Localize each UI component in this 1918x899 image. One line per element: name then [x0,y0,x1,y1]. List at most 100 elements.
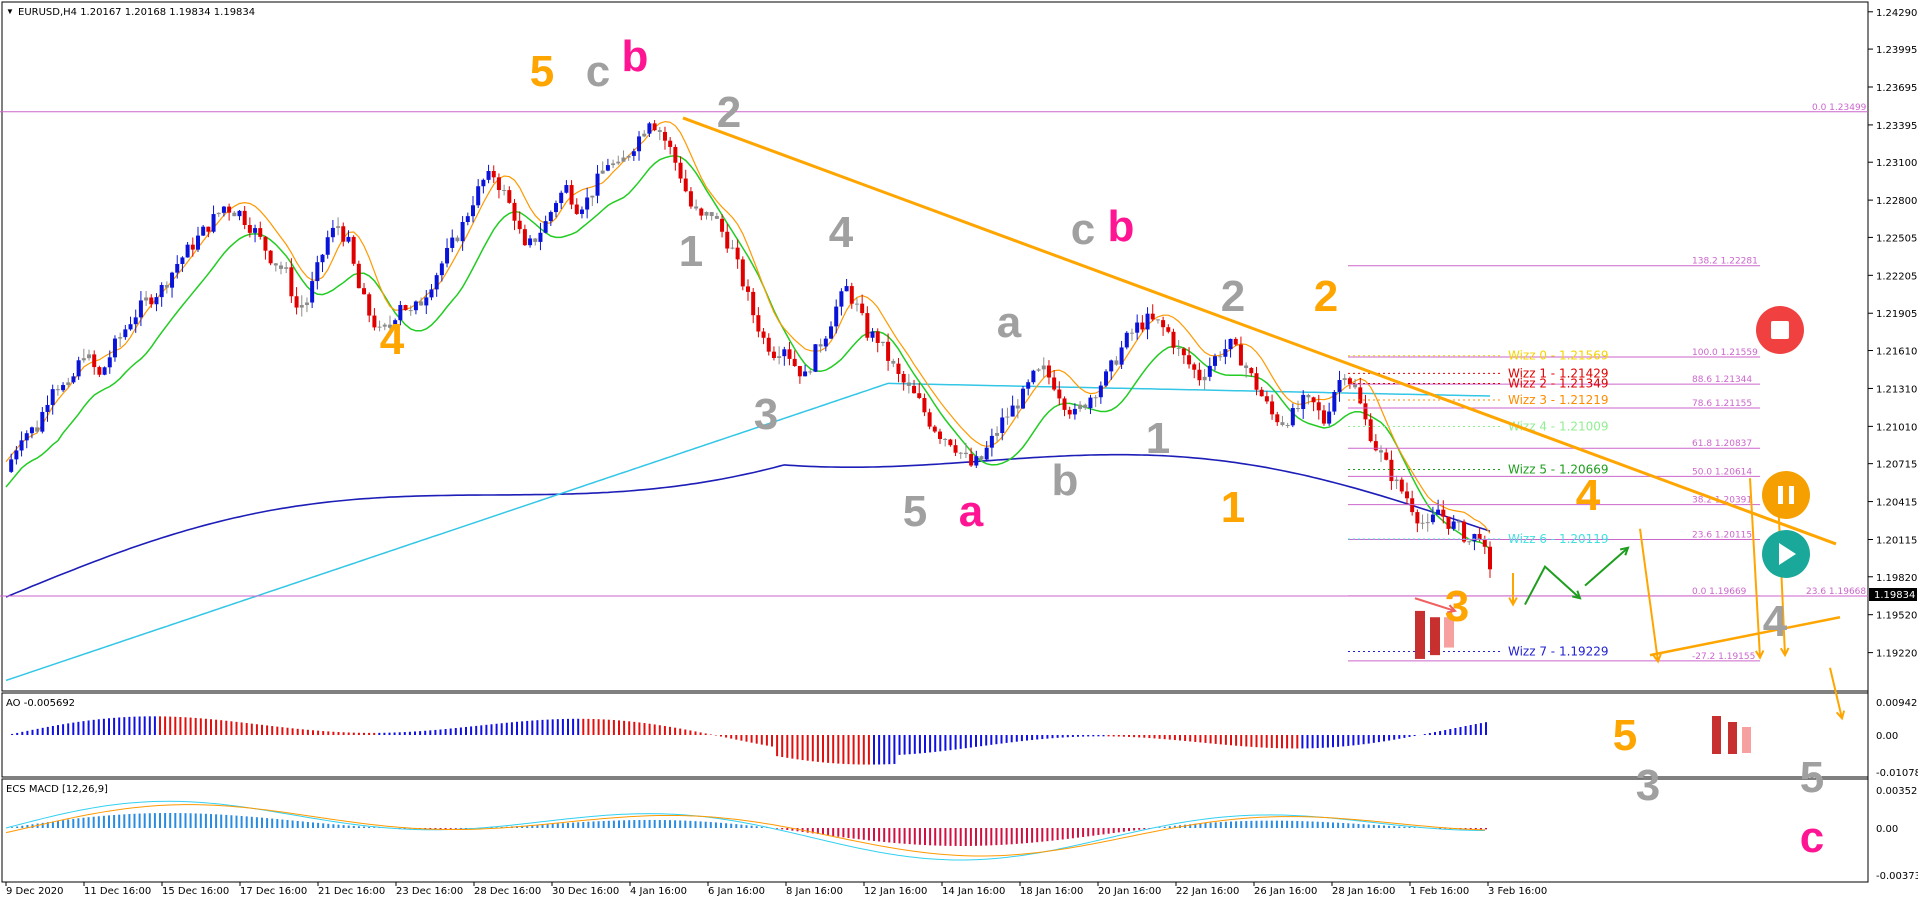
stop-button[interactable] [1756,306,1804,354]
macd-bar [1051,828,1054,841]
projection-arrow-red [1414,597,1456,612]
macd-bar [1347,823,1350,828]
macd-bar [587,821,590,828]
macd-bar [87,817,90,828]
ao-tick-label: 0.00 [1876,731,1898,742]
macd-bar [582,821,585,828]
ao-bar [393,732,396,735]
candle-body [668,140,673,147]
candle-body [1171,331,1176,348]
candle-body [1083,404,1088,409]
ao-bar [82,721,85,735]
ao-bar [286,727,289,735]
candle-body [1373,441,1378,451]
ao-bar [689,730,692,735]
current-price-tag-bg [1869,588,1917,601]
candle-body [662,131,667,141]
candle-body [548,212,553,222]
ao-bar [975,735,977,747]
ao-bar [791,735,794,759]
ao-bar [1275,735,1278,749]
candle-body [1233,338,1238,345]
ao-bar [363,732,365,735]
macd-bar [1026,828,1028,844]
candle-body [963,452,968,455]
pause-button[interactable] [1762,471,1810,519]
ao-bar [1209,735,1212,744]
macd-bar [1082,828,1085,837]
ao-bar [669,726,671,735]
fibonacci-levels: 0.0 1.23499 23.6 1.19668 138.2 1.22281 100.… [0,103,1868,662]
ao-bar [255,724,258,735]
candle-body [673,146,678,163]
candle-body [1212,356,1217,366]
macd-bar [454,828,457,829]
macd-bar [57,820,59,828]
macd-bar [699,821,702,828]
play-button[interactable] [1762,530,1810,578]
ao-bar [837,735,840,764]
ao-bar [684,729,687,735]
macd-bar [969,828,972,846]
candle-body [408,310,413,312]
candle-body [419,301,424,306]
macd-bar [301,821,304,828]
macd-bar [1041,828,1044,842]
candle-body [1207,365,1212,377]
macd-bar [276,819,279,828]
projection-arrow [1749,478,1761,658]
ao-bar [21,731,24,735]
ao-bar [128,716,131,735]
ao-bar [123,717,126,735]
ao-bar [1240,735,1243,747]
macd-bar [857,828,860,840]
macd-bar [1270,820,1273,828]
ao-bar [924,735,926,753]
ao-bar [969,735,972,748]
ao-bar [1061,735,1064,738]
candle-body [756,315,761,332]
candle-body [1119,347,1124,365]
ao-bar [995,735,998,745]
ao-bar [1270,735,1273,748]
macd-bar [684,820,687,828]
fib-level-label: 100.0 1.21559 [1692,348,1758,358]
ao-bar [1112,735,1115,737]
macd-bar [1077,828,1079,838]
ao-bar [1459,726,1462,735]
ao-bar [1092,735,1095,737]
wave-label: c [586,47,610,96]
candle-body [159,284,164,298]
candle-body [657,130,662,132]
macd-bar [459,828,462,829]
macd-bar [1398,826,1401,828]
ao-bar [1015,735,1018,742]
ao-bar [414,731,416,735]
macd-bar [704,821,707,828]
candle-body [1296,408,1301,410]
wave-label: 2 [1314,272,1338,321]
ao-bar [934,735,937,752]
candle-body [1477,533,1482,540]
y-tick-label: 1.22800 [1876,196,1917,207]
macd-bar [1377,825,1380,828]
candle-body [725,231,730,249]
candle-body [927,412,932,427]
macd-bar [1342,823,1345,828]
candle-body [1420,522,1425,524]
candle-body [486,170,491,180]
chart-dropdown-icon[interactable]: ▼ [6,7,14,16]
candle-body [170,272,175,288]
macd-bar [760,826,763,828]
ao-bar [526,720,529,735]
candle-body [221,206,226,213]
macd-bar [714,822,717,828]
macd-bar [679,820,682,828]
y-tick-label: 1.23695 [1876,83,1917,94]
candle-body [1472,533,1477,542]
candle-body [538,232,543,242]
candle-body [107,357,112,368]
ao-bar [1403,735,1406,738]
ao-bar [1469,725,1472,735]
